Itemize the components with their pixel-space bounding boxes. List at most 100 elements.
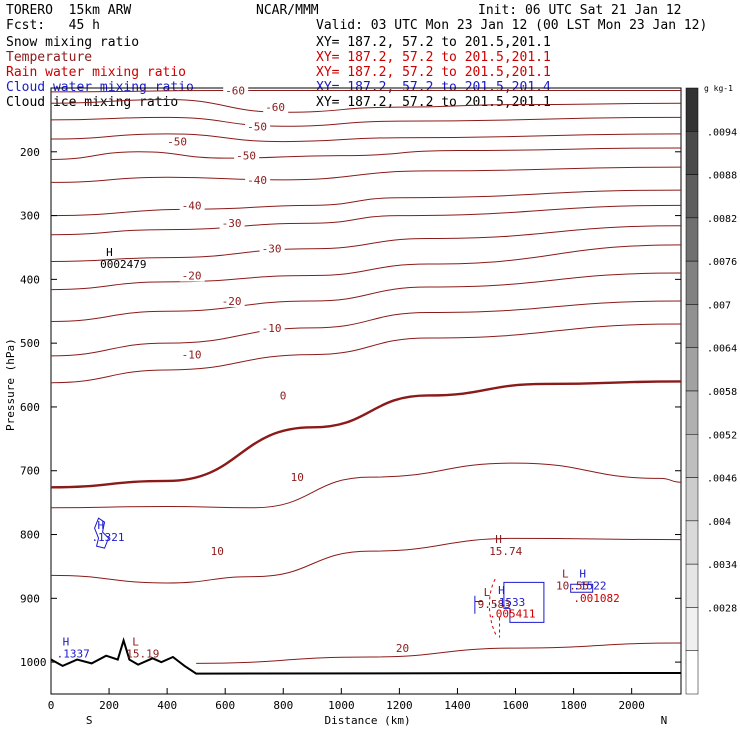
temperature-contour	[50, 189, 682, 217]
temperature-contour-label: 10	[291, 471, 304, 484]
temperature-contour	[50, 380, 682, 489]
colorbar-tick-label: .0094	[707, 127, 737, 138]
extremum-marker: H	[495, 533, 502, 546]
colorbar-unit: g kg-1	[704, 84, 733, 93]
y-tick-label: 500	[20, 337, 40, 350]
legend-xy-cloud-ice: XY= 187.2, 57.2 to 201.5,201.1	[316, 95, 551, 110]
colorbar-cell	[685, 131, 699, 175]
colorbar-cell	[685, 520, 699, 565]
extremum-marker: H	[97, 519, 104, 532]
y-axis-label: Pressure (hPa)	[4, 338, 17, 431]
cloud-water-contour	[570, 583, 594, 593]
temperature-contour	[50, 225, 682, 263]
x-tick-label: 1600	[502, 699, 529, 712]
legend-xy-temperature: XY= 187.2, 57.2 to 201.5,201.1	[316, 50, 551, 65]
temperature-contour-label: -30	[262, 243, 282, 256]
temperature-contour	[50, 244, 682, 291]
contour-label-bg	[208, 545, 227, 558]
forecast-hour: Fcst: 45 h	[6, 18, 100, 33]
temperature-contour-label: -50	[167, 136, 187, 149]
colorbar-tick-label: .0052	[707, 430, 737, 441]
contour-label-bg	[259, 242, 285, 255]
x-axis-label: Distance (km)	[325, 714, 411, 727]
temperature-contour	[50, 537, 682, 584]
legend-field-snow: Snow mixing ratio	[6, 35, 140, 50]
temperature-contour	[50, 147, 682, 160]
contour-label-bg	[179, 199, 205, 212]
contour-label-bg	[179, 269, 205, 282]
temperature-contour-label: -20	[222, 295, 242, 308]
contour-label-bg	[165, 135, 191, 148]
y-tick-label: 300	[20, 210, 40, 223]
temperature-contour	[50, 204, 682, 236]
temperature-contour-label: -50	[247, 120, 267, 133]
extremum-value: 15.74	[489, 545, 522, 558]
temperature-contour-label: -60	[265, 101, 285, 114]
legend-xy-snow: XY= 187.2, 57.2 to 201.5,201.1	[316, 35, 551, 50]
x-end-label-left: S	[86, 714, 93, 727]
org-label: NCAR/MMM	[256, 3, 319, 18]
legend-field-temperature: Temperature	[6, 50, 93, 65]
contour-label-bg	[219, 217, 245, 230]
colorbar-cell	[685, 260, 699, 305]
colorbar-tick-label: .0028	[707, 603, 737, 614]
temperature-contour	[50, 98, 682, 113]
plot-frame	[50, 87, 682, 695]
colorbar-cell	[685, 563, 699, 608]
colorbar-cell	[685, 304, 699, 348]
x-tick-label: 2000	[618, 699, 645, 712]
temperature-contour	[50, 300, 682, 357]
colorbar-cell	[685, 650, 699, 695]
colorbar-tick-label: .0064	[707, 344, 737, 355]
cloud-water-contour	[474, 595, 483, 614]
temperature-contour-label: -10	[182, 349, 202, 362]
extremum-value: 15.19	[126, 648, 159, 661]
contour-label-bg	[263, 101, 289, 114]
extremum-marker: H	[106, 246, 113, 259]
temperature-contour-label: -40	[182, 199, 202, 212]
extremum-marker: L	[562, 567, 569, 580]
colorbar-tick-label: .0046	[707, 474, 737, 485]
colorbar-tick-label: .007	[707, 300, 731, 311]
colorbar-tick-label: .004	[707, 517, 731, 528]
temperature-contour	[50, 116, 682, 127]
colorbar-cell	[685, 87, 699, 132]
temperature-contour	[196, 642, 682, 664]
colorbar-tick-label: .0058	[707, 387, 737, 398]
contour-label-bg	[245, 120, 271, 133]
contour-label-bg	[259, 321, 285, 334]
temperature-contour-label: -40	[247, 174, 267, 187]
valid-time: Valid: 03 UTC Mon 23 Jan 12 (00 LST Mon …	[316, 18, 708, 33]
contour-label-bg	[179, 348, 205, 361]
extremum-value: .005411	[489, 607, 535, 620]
y-tick-label: 700	[20, 465, 40, 478]
extremum-value: .1522	[573, 579, 606, 592]
terrain-line	[50, 636, 682, 675]
x-tick-label: 1800	[560, 699, 587, 712]
temperature-contour-label: -20	[182, 270, 202, 283]
temperature-contour	[50, 166, 682, 183]
y-tick-label: 1000	[20, 656, 47, 669]
temperature-contour	[50, 90, 681, 93]
colorbar-cell	[685, 347, 699, 392]
x-end-label-right: N	[661, 714, 668, 727]
contour-label-bg	[277, 389, 289, 402]
temperature-contour-label: -10	[262, 322, 282, 335]
colorbar-tick-label: .0088	[707, 171, 737, 182]
cloud-water-contour	[94, 517, 110, 549]
y-tick-label: 200	[20, 146, 40, 159]
extremum-marker: L	[132, 636, 139, 649]
colorbar-tick-label: .0034	[707, 560, 737, 571]
x-tick-label: 1400	[444, 699, 471, 712]
contour-label-bg	[393, 642, 412, 655]
colorbar-tick-label: .0082	[707, 214, 737, 225]
model-title: TORERO 15km ARW	[6, 3, 132, 18]
rain-water-contour	[488, 578, 501, 638]
y-tick-label: 800	[20, 529, 40, 542]
extremum-value: 0002479	[100, 258, 146, 271]
x-tick-label: 600	[215, 699, 235, 712]
temperature-contour-label: 20	[396, 642, 409, 655]
contour-label-bg	[245, 173, 271, 186]
extremum-marker: H	[63, 636, 70, 649]
temperature-contour	[50, 272, 682, 322]
